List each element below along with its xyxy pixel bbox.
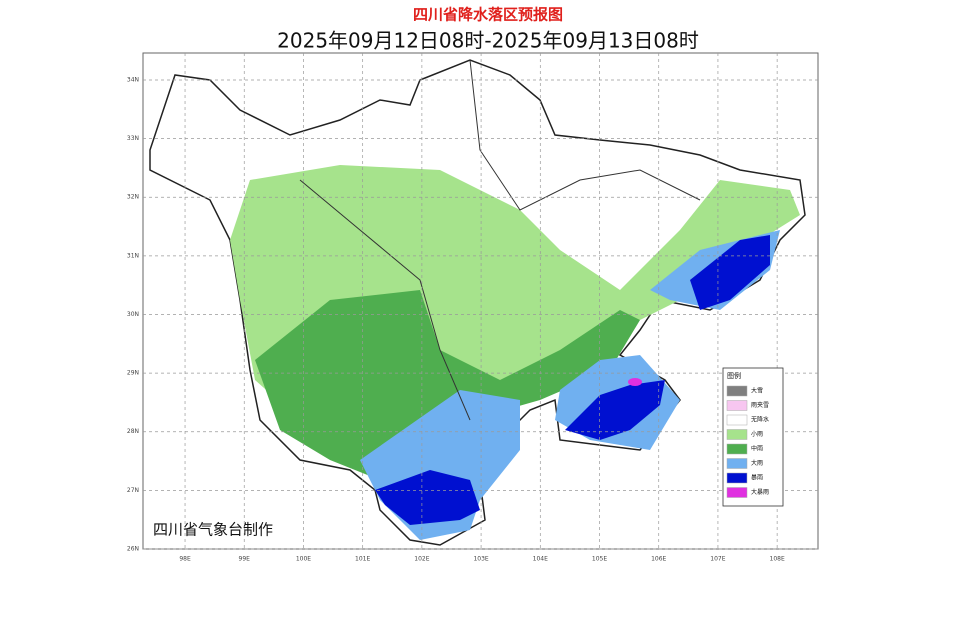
lon-tick-label: 98E [179,556,191,563]
legend-label: 大雨 [751,459,763,467]
legend-label: 暴雨 [751,475,763,482]
legend-swatch [726,443,748,455]
legend-label: 大暴雨 [751,488,769,496]
credit: 四川省气象台制作 [153,521,273,539]
lat-tick-label: 31N [127,252,139,259]
legend-label: 大雪 [751,387,763,395]
lat-tick-label: 26N [127,546,139,553]
lat-tick-label: 32N [127,194,139,201]
lat-tick-label: 29N [127,370,139,377]
precip-areas [149,59,806,546]
lat-tick-label: 28N [127,428,139,435]
legend-swatch [726,414,748,426]
map-subtitle: 2025年09月12日08时-2025年09月13日08时 [277,29,699,53]
legend-swatch [726,458,748,469]
legend-label: 无降水 [751,416,769,424]
lon-tick-label: 100E [296,556,311,563]
lon-tick-label: 99E [239,556,251,563]
legend-swatch [726,400,748,411]
legend-label: 中雨 [751,445,763,453]
lat-tick-label: 27N [127,487,139,494]
map-title: 四川省降水落区预报图 [413,6,563,24]
legend-label: 小雨 [751,430,763,438]
lon-tick-label: 106E [651,556,666,563]
legend-swatch [726,472,748,484]
lon-tick-label: 102E [414,556,429,563]
legend-title: 图例 [727,371,741,380]
lon-tick-label: 101E [355,556,370,563]
lat-tick-label: 34N [127,76,139,83]
lon-tick-label: 108E [770,556,785,563]
grid: 98E 99E 100E 101E 102E 103E 104E 105E 106E 107E 10… [127,53,818,563]
legend-swatch [726,487,748,498]
lon-tick-label: 105E [592,556,607,563]
lon-tick-label: 103E [473,556,488,563]
legend-label: 雨夹雪 [751,401,769,409]
legend-swatch [726,429,748,440]
lon-tick-label: 104E [533,556,548,563]
legend-swatch [726,385,748,397]
lon-tick-label: 107E [710,556,725,563]
lat-tick-label: 33N [127,135,139,142]
lat-tick-label: 30N [127,311,139,318]
